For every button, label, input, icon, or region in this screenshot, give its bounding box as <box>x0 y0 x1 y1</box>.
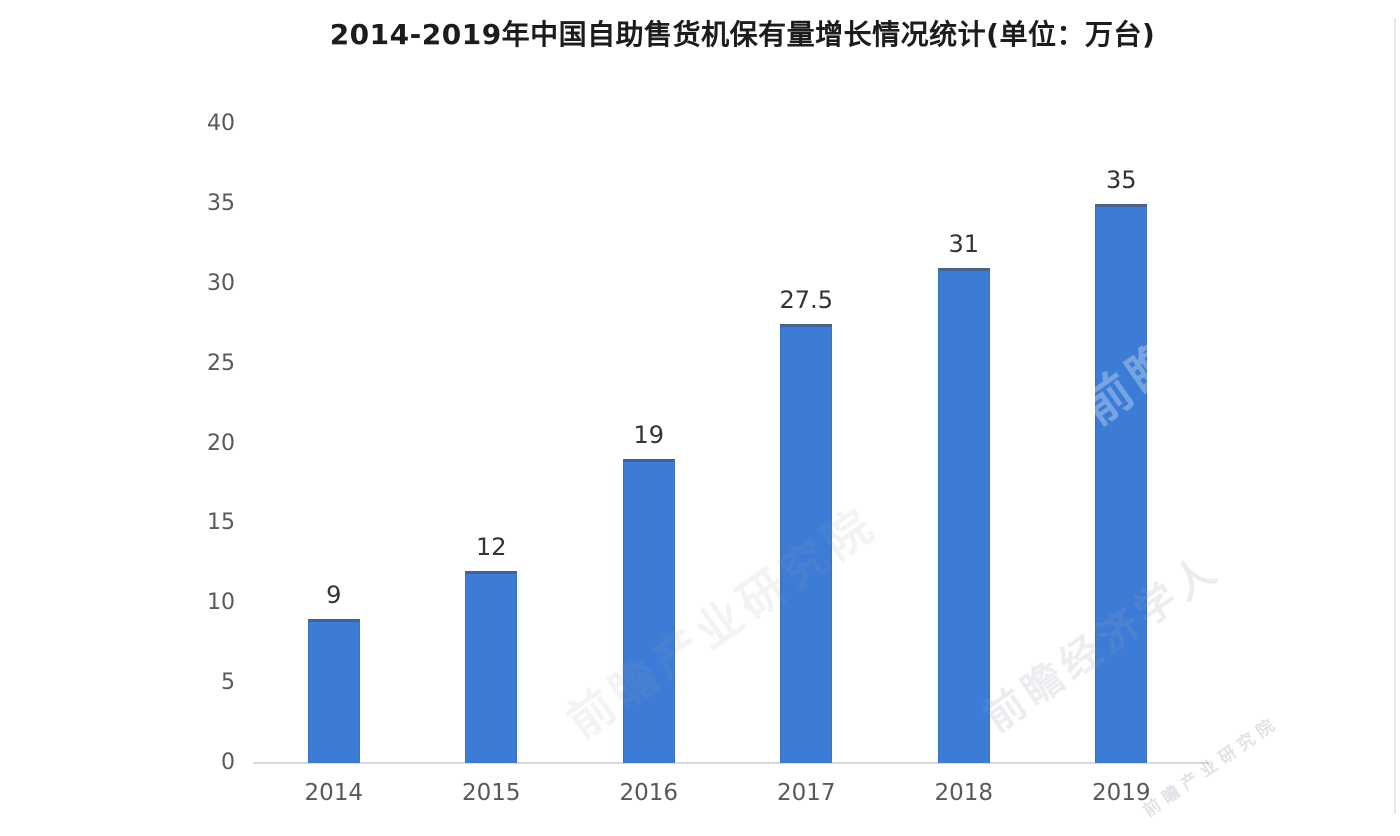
y-axis-tick-label-10: 10 <box>207 590 235 616</box>
bar-2016 <box>622 459 675 763</box>
bar-value-label-2017: 27.5 <box>779 285 833 314</box>
chart-title: 2014-2019年中国自助售货机保有量增长情况统计(单位：万台) <box>329 18 1156 51</box>
y-axis-tick-label-20: 20 <box>207 430 235 456</box>
bar-value-label-2015: 12 <box>475 533 507 562</box>
y-axis-tick-label-5: 5 <box>221 670 235 696</box>
bar-2017 <box>780 323 833 763</box>
y-axis-tick-label-25: 25 <box>207 350 235 376</box>
bar-2018 <box>937 267 990 763</box>
x-axis-tick-label-2017: 2017 <box>776 780 836 806</box>
bar-value-label-2014: 9 <box>326 581 342 610</box>
x-axis-tick-label-2014: 2014 <box>304 780 364 806</box>
bar-value-label-2018: 31 <box>948 229 980 258</box>
y-axis-tick-label-35: 35 <box>207 190 235 216</box>
x-axis-tick-label-2016: 2016 <box>619 780 679 806</box>
bar-2019 <box>1095 203 1148 763</box>
watermark-1: 前瞻产业研究院 <box>557 495 887 749</box>
y-axis-tick-label-40: 40 <box>207 111 235 136</box>
x-axis-line <box>253 762 1210 764</box>
y-axis-tick-label-15: 15 <box>207 510 235 536</box>
x-axis-tick-label-2015: 2015 <box>461 780 521 806</box>
x-axis-tick-label-2018: 2018 <box>934 780 994 806</box>
bar-2014 <box>307 619 360 763</box>
bar-2015 <box>465 571 518 763</box>
x-axis-tick-label-2019: 2019 <box>1091 780 1151 806</box>
y-axis-tick-label-30: 30 <box>207 270 235 296</box>
bar-value-label-2016: 19 <box>633 421 665 450</box>
bar-value-label-2019: 35 <box>1105 165 1137 194</box>
y-axis-tick-label-0: 0 <box>221 750 235 775</box>
right-edge-line <box>1394 18 1396 814</box>
